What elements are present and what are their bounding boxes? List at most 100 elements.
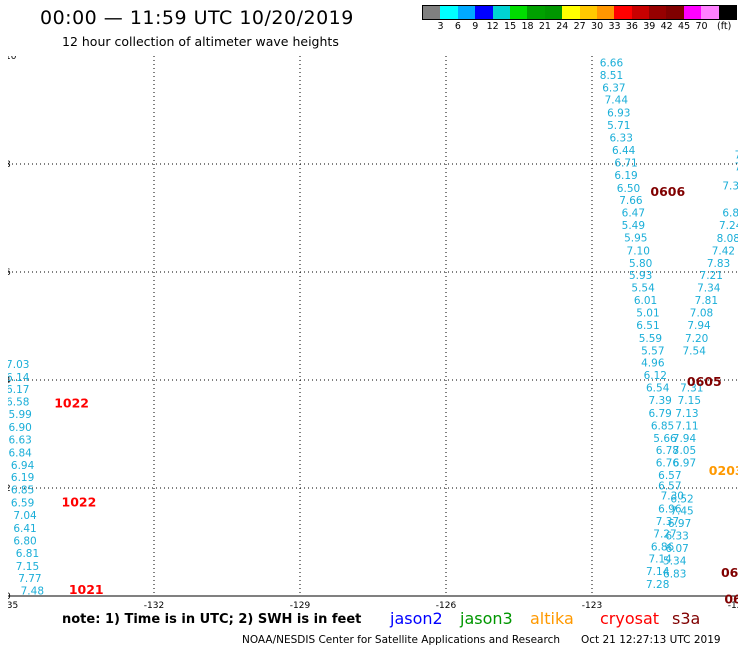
track-id-label: 1022 <box>62 495 97 510</box>
satellite-legend-item: cryosat <box>600 609 660 628</box>
wave-height-label: 5.95 <box>624 232 647 244</box>
track-id-label: 0203 <box>709 463 738 478</box>
track-id-label: 1021 <box>69 582 104 597</box>
wave-height-label: 7.3 <box>722 181 738 193</box>
x-tick-label: -132 <box>144 601 164 611</box>
x-tick-label: -135 <box>8 601 18 611</box>
color-scale-label: 27 <box>573 21 586 32</box>
wave-height-label: 6.17 <box>8 384 29 396</box>
wave-height-label: 7.14 <box>648 554 672 566</box>
color-scale-unit: (ft) <box>717 21 732 32</box>
x-tick-label: -120 <box>728 601 738 611</box>
wave-height-label: 6.86 <box>651 541 675 553</box>
color-swatch <box>562 6 580 19</box>
wave-height-label: 6.76 <box>656 458 680 470</box>
wave-height-label: 6.41 <box>13 523 36 535</box>
wave-height-label: 7 <box>735 149 738 161</box>
color-swatch <box>457 6 476 19</box>
wave-height-label: 7.08 <box>690 308 713 320</box>
wave-height-label: 5.80 <box>629 258 652 270</box>
wave-height-label: 7.45 <box>670 506 693 518</box>
wave-height-label: 6.07 <box>665 543 688 555</box>
wave-height-label: 6.8 <box>722 208 738 220</box>
wave-height-label: 7.20 <box>685 333 708 345</box>
color-swatch <box>579 6 597 19</box>
color-swatch <box>683 6 702 19</box>
track-id-label: 06 <box>724 592 738 607</box>
color-swatch <box>544 6 563 19</box>
wave-height-label: 6.19 <box>614 170 637 182</box>
wave-height-label: 6.93 <box>607 108 630 120</box>
color-scale-label: 70 <box>695 21 708 32</box>
wave-height-label: 5.66 <box>653 433 677 445</box>
color-swatch <box>527 6 545 19</box>
wave-height-label: 6.12 <box>644 370 667 382</box>
wave-height-label: 5.54 <box>631 283 655 295</box>
wave-height-label: 7.13 <box>675 408 698 420</box>
color-scale-label: 12 <box>486 21 499 32</box>
wave-height-label: 6.33 <box>665 531 688 543</box>
wave-height-label: 7.48 <box>21 586 44 598</box>
wave-height-label: 6.57 <box>658 470 681 482</box>
wave-height-label: 6.94 <box>11 460 35 472</box>
wave-height-label: 5.71 <box>607 120 630 132</box>
wave-height-label: 6.97 <box>668 518 691 530</box>
wave-height-label: 6.33 <box>610 133 633 145</box>
wave-height-label: 7.39 <box>648 395 671 407</box>
wave-height-label: 7.37 <box>656 516 679 528</box>
wave-height-label: 6.50 <box>617 183 640 195</box>
color-swatch <box>701 6 719 19</box>
color-swatch <box>666 6 684 19</box>
wave-height-label: 5.93 <box>629 270 652 282</box>
wave-height-label: 7.30 <box>661 491 684 503</box>
wave-height-label: 7.34 <box>697 283 721 295</box>
wave-height-label: 6.84 <box>8 447 32 459</box>
wave-height-label: 6.52 <box>670 493 693 505</box>
wave-height-label: 7.21 <box>700 270 723 282</box>
track-id-label: 1022 <box>54 396 89 411</box>
wave-height-label: 5.49 <box>622 220 645 232</box>
color-scale-label: 9 <box>472 21 479 32</box>
wave-height-label: 6.44 <box>612 145 636 157</box>
color-swatch <box>440 6 458 19</box>
x-tick-label: -123 <box>582 601 602 611</box>
wave-height-label: 6.57 <box>658 480 681 492</box>
page-subtitle: 12 hour collection of altimeter wave hei… <box>62 34 339 49</box>
wave-height-label: 6.19 <box>11 472 34 484</box>
wave-height-label: 7.15 <box>16 561 39 573</box>
wave-height-label: 7.42 <box>712 245 735 257</box>
color-scale-label: 3 <box>437 21 444 32</box>
wave-height-label: 7.04 <box>13 510 37 522</box>
satellite-legend-item: jason3 <box>460 609 513 628</box>
wave-height-label: 7.14 <box>646 566 670 578</box>
wave-height-label: 7.11 <box>675 420 698 432</box>
wave-height-label: 6.85 <box>11 485 34 497</box>
color-swatch <box>492 6 510 19</box>
wave-height-label: 7.28 <box>646 579 669 591</box>
wave-height-label: 6.78 <box>656 445 679 457</box>
credit-line: NOAA/NESDIS Center for Satellite Applica… <box>242 634 560 646</box>
satellite-legend-item: jason2 <box>390 609 443 628</box>
y-tick-label: 0 <box>8 592 11 602</box>
satellite-legend-item: altika <box>530 609 574 628</box>
wave-height-label: 7.81 <box>695 295 718 307</box>
color-scale-bar <box>422 5 738 20</box>
wave-height-label: 6.47 <box>622 208 645 220</box>
wave-height-label: 7.05 <box>673 445 696 457</box>
color-scale-label: 15 <box>504 21 517 32</box>
color-scale-label: 33 <box>608 21 621 32</box>
wave-height-label: 5.57 <box>641 345 664 357</box>
wave-height-label: 6.63 <box>8 434 31 446</box>
color-scale-label: 36 <box>625 21 638 32</box>
wave-height-label: 6.85 <box>651 420 674 432</box>
page-title: 00:00 — 11:59 UTC 10/20/2019 <box>40 7 354 29</box>
wave-height-label: 5.01 <box>636 308 659 320</box>
wave-height-label: 7 <box>735 162 738 174</box>
satellite-legend-item: s3a <box>672 609 701 628</box>
color-swatch <box>649 6 667 19</box>
wave-height-label: 6.81 <box>16 548 39 560</box>
wave-height-label: 7.27 <box>653 528 676 540</box>
wave-height-label: 6.58 <box>8 397 29 409</box>
map-plot: -135-132-129-126-123-12002468107.036.146… <box>8 56 738 611</box>
